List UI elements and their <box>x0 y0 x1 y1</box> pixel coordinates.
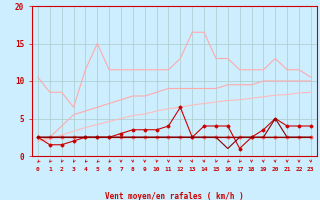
X-axis label: Vent moyen/en rafales ( km/h ): Vent moyen/en rafales ( km/h ) <box>105 192 244 200</box>
